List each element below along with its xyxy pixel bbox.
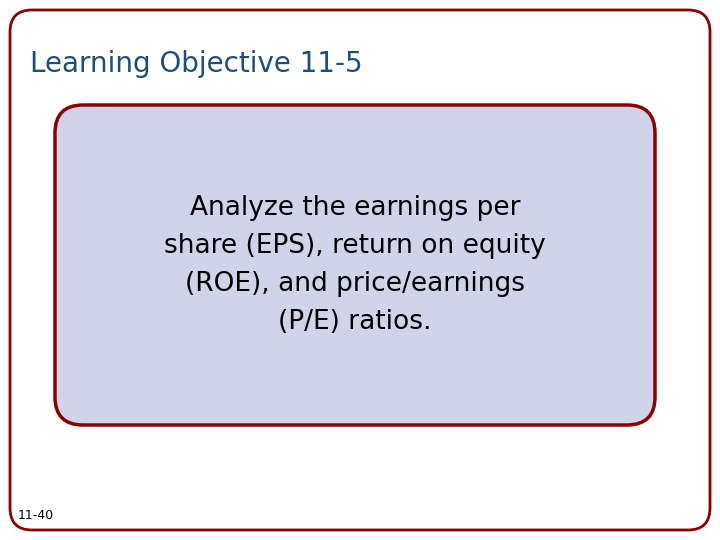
FancyBboxPatch shape [55, 105, 655, 425]
Text: Learning Objective 11-5: Learning Objective 11-5 [30, 50, 363, 78]
Text: 11-40: 11-40 [18, 509, 54, 522]
Text: Analyze the earnings per
share (EPS), return on equity
(ROE), and price/earnings: Analyze the earnings per share (EPS), re… [164, 195, 546, 335]
FancyBboxPatch shape [10, 10, 710, 530]
